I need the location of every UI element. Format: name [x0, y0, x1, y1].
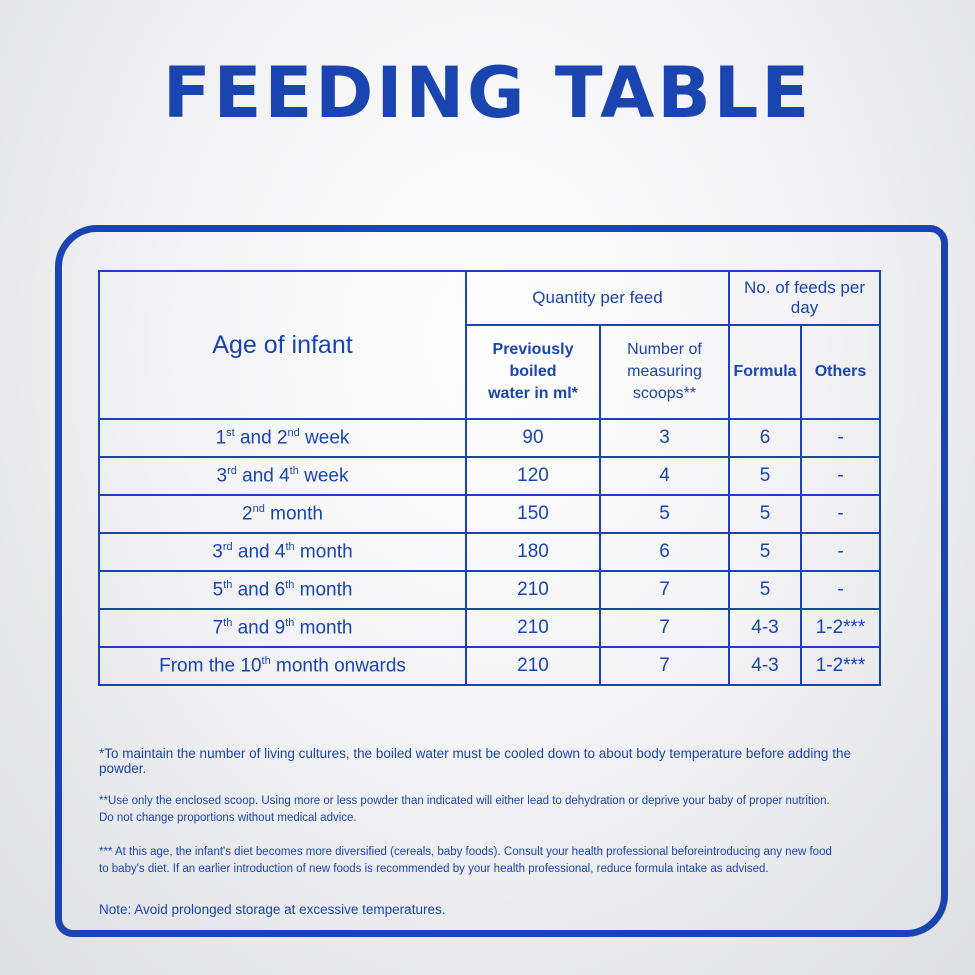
age-cell: 3rd and 4th month: [98, 532, 467, 572]
water-cell: 90: [465, 418, 601, 458]
age-cell: 1st and 2nd week: [98, 418, 467, 458]
others-cell: -: [800, 418, 882, 458]
table-row: 2nd month 150 5 5-: [98, 494, 882, 534]
footnote-diet: *** At this age, the infant's diet becom…: [99, 846, 832, 875]
scoops-cell: 4: [598, 456, 731, 496]
feeding-table: Age of infant Quantity per feed No. of f…: [98, 270, 882, 686]
formula-cell: 5: [728, 456, 803, 496]
formula-cell: 4-3: [728, 608, 803, 648]
scoops-cell: 7: [598, 646, 731, 686]
others-cell: -: [800, 494, 882, 534]
quantity-header: Quantity per feed: [464, 270, 731, 326]
age-header: Age of infant: [98, 270, 467, 420]
scoops-header: Number of measuring scoops**: [598, 324, 731, 420]
others-cell: -: [800, 456, 882, 496]
formula-cell: 5: [728, 494, 803, 534]
footnote-scoop: **Use only the enclosed scoop. Using mor…: [99, 795, 830, 824]
age-cell: 2nd month: [98, 494, 467, 534]
age-cell: From the 10th month onwards: [98, 646, 467, 686]
page-title: FEEDING TABLE: [162, 52, 813, 134]
scoops-cell: 7: [598, 608, 731, 648]
formula-cell: 4-3: [728, 646, 803, 686]
others-cell: -: [800, 570, 882, 610]
age-cell: 5th and 6th month: [98, 570, 467, 610]
scoops-cell: 6: [598, 532, 731, 572]
others-header: Others: [800, 324, 882, 420]
table-row: 7th and 9th month 210 7 4-3 1-2***: [98, 608, 882, 648]
others-cell: 1-2***: [800, 646, 882, 686]
others-cell: 1-2***: [800, 608, 882, 648]
table-frame: [55, 225, 948, 937]
table-row: 5th and 6th month 210 7 5-: [98, 570, 882, 610]
table-row: 3rd and 4th week 120 4 5-: [98, 456, 882, 496]
storage-note: Note: Avoid prolonged storage at excessi…: [99, 902, 446, 917]
feeds-header: No. of feeds per day: [728, 270, 882, 326]
water-cell: 210: [465, 608, 601, 648]
formula-header: Formula: [728, 324, 803, 420]
scoops-cell: 3: [598, 418, 731, 458]
others-cell: -: [800, 532, 882, 572]
table-row: 3rd and 4th month 180 6 5-: [98, 532, 882, 572]
water-cell: 180: [465, 532, 601, 572]
water-cell: 120: [465, 456, 601, 496]
formula-cell: 5: [728, 570, 803, 610]
scoops-cell: 7: [598, 570, 731, 610]
age-cell: 3rd and 4th week: [98, 456, 467, 496]
formula-cell: 6: [728, 418, 803, 458]
water-header: Previously boiled water in ml*: [465, 324, 601, 420]
water-cell: 210: [465, 570, 601, 610]
scoops-cell: 5: [598, 494, 731, 534]
age-cell: 7th and 9th month: [98, 608, 467, 648]
footnotes: *To maintain the number of living cultur…: [99, 746, 889, 917]
water-cell: 150: [465, 494, 601, 534]
table-row: From the 10th month onwards 210 7 4-3 1-2***: [98, 646, 882, 686]
water-cell: 210: [465, 646, 601, 686]
table-row: 1st and 2nd week 90 3 6-: [98, 418, 882, 458]
footnote-water: *To maintain the number of living cultur…: [99, 746, 851, 776]
formula-cell: 5: [728, 532, 803, 572]
